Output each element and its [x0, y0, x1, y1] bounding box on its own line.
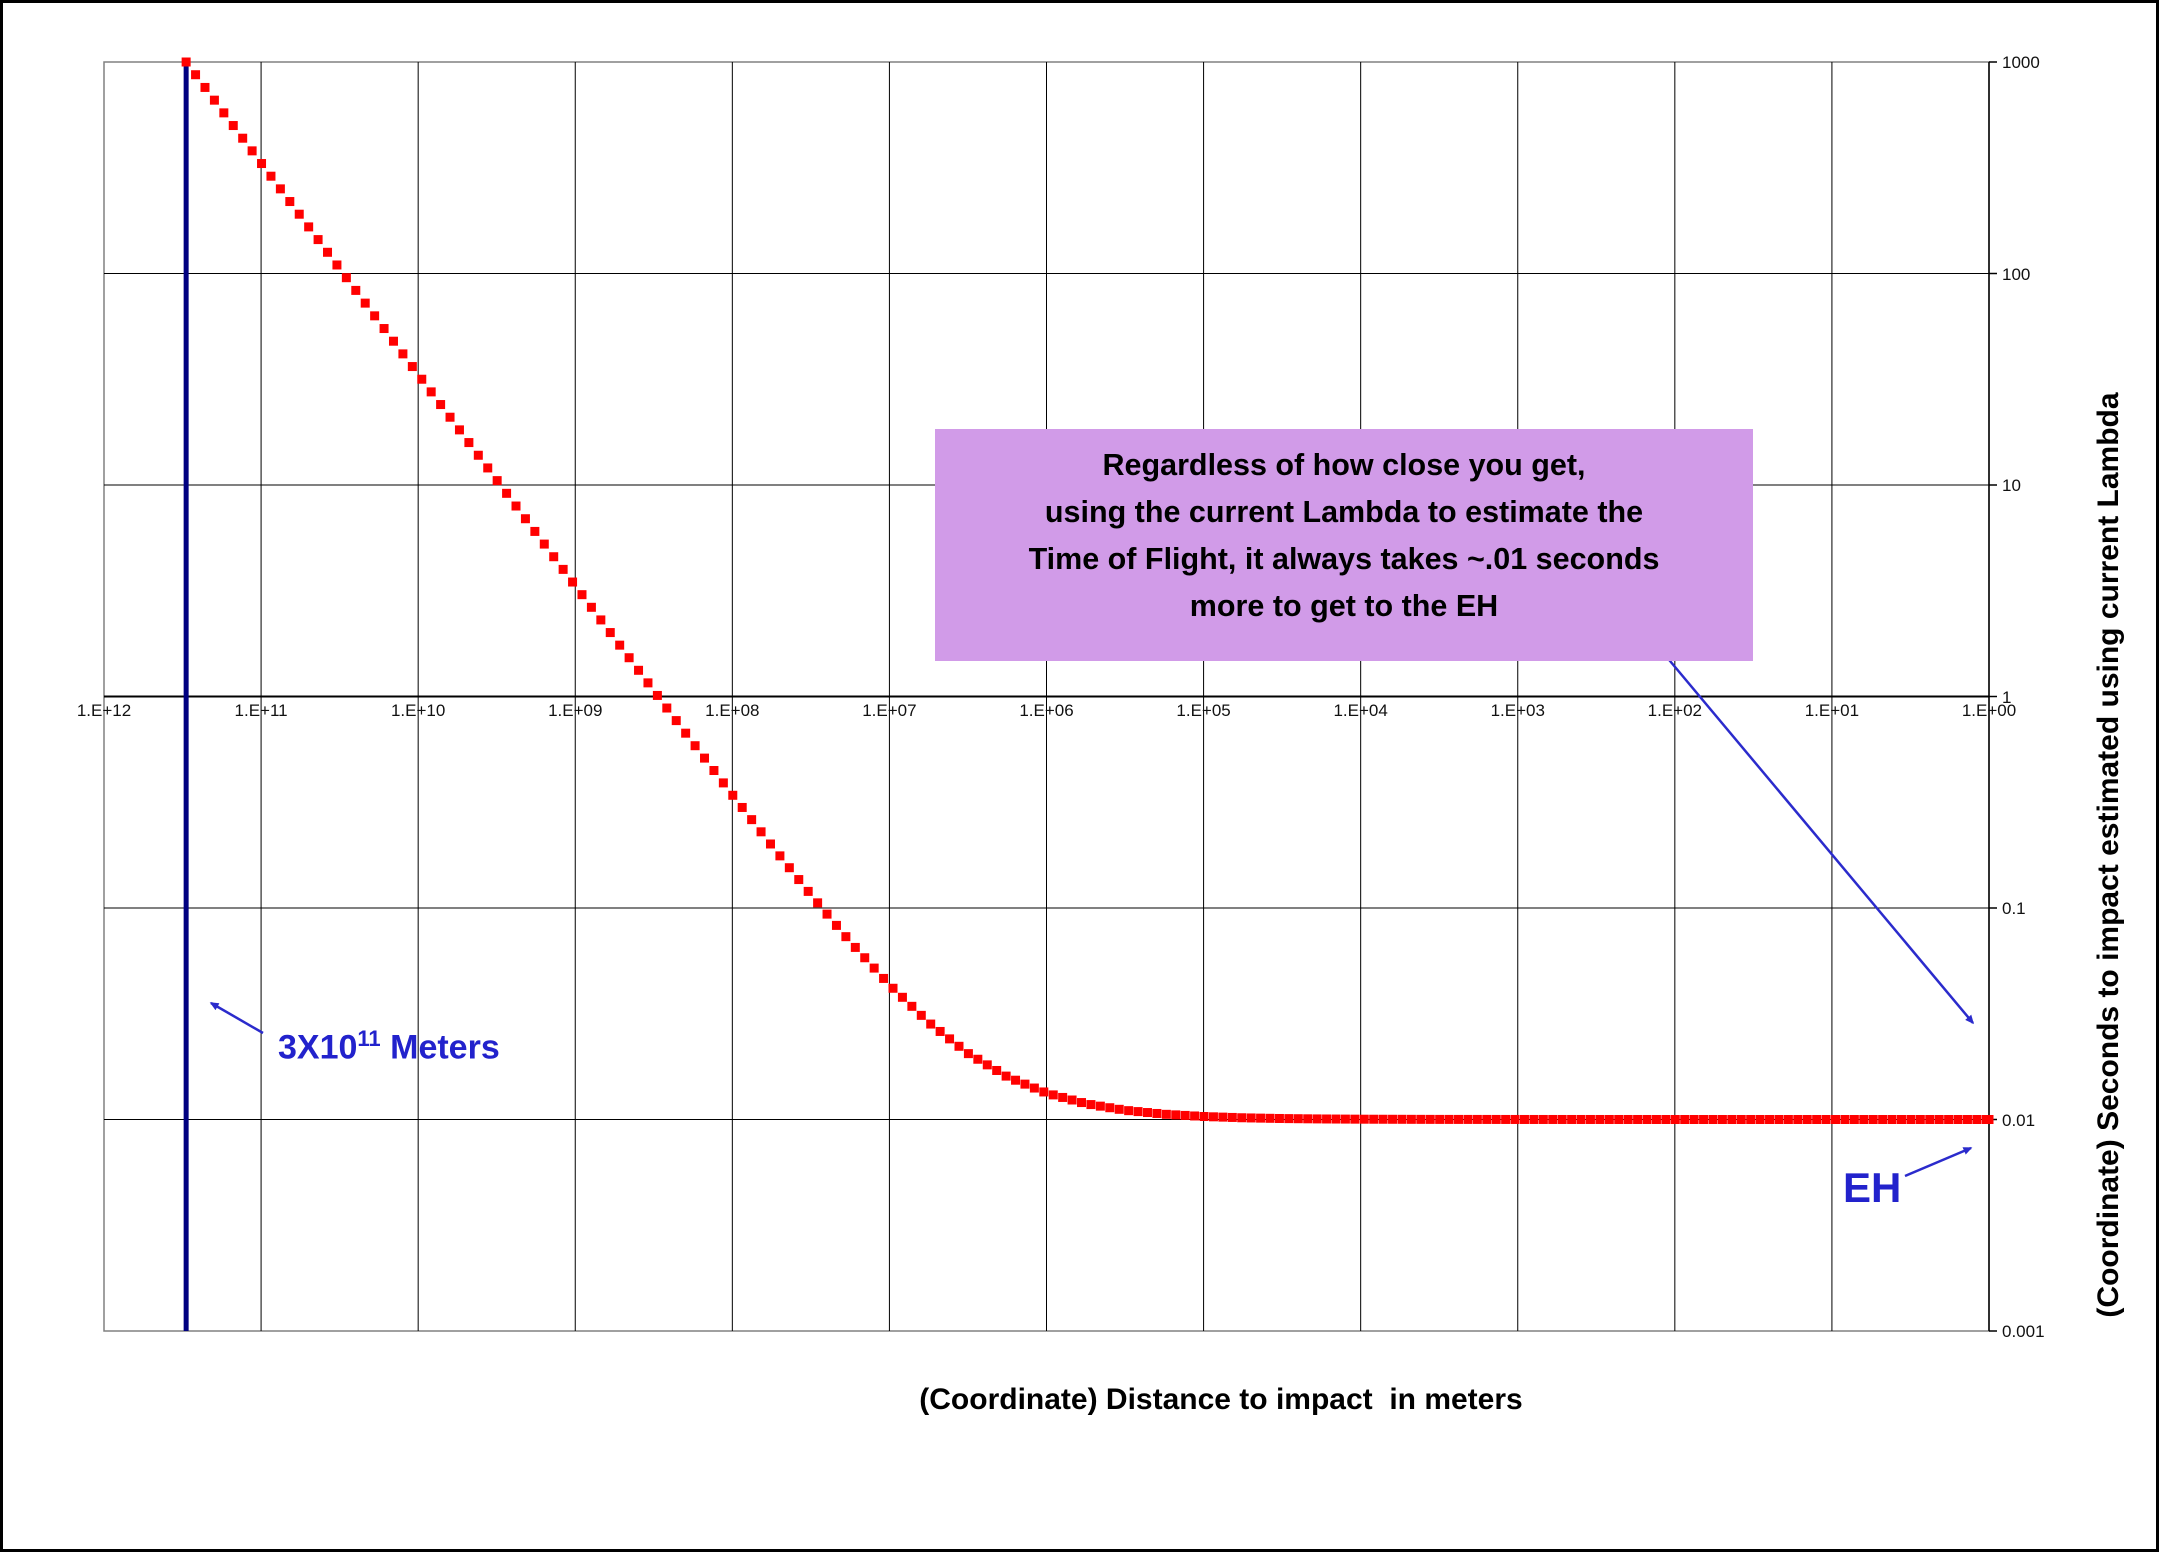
- annotation-line: using the current Lambda to estimate the: [1044, 495, 1644, 529]
- reference-distance-exponent: 11: [357, 1026, 381, 1051]
- y-tick-label: 100: [2002, 264, 2031, 284]
- y-axis-title: (Coordinate) Seconds to impact estimated…: [2092, 392, 2125, 1318]
- x-tick-label: 1.E+03: [1490, 701, 1545, 720]
- annotation-line: Time of Flight, it always takes ~.01 sec…: [1028, 542, 1660, 576]
- x-tick-label: 1.E+08: [705, 701, 760, 720]
- reference-distance-label: 3X1011 Meters: [278, 1026, 500, 1067]
- reference-distance-suffix: Meters: [380, 1028, 500, 1067]
- y-tick-label: 0.01: [2002, 1110, 2036, 1130]
- gridlines: [103, 61, 1997, 1332]
- x-tick-label: 1.E+06: [1019, 701, 1074, 720]
- y-tick-label: 0.1: [2002, 899, 2026, 918]
- annotation-arrows: [209, 648, 1974, 1178]
- y-tick-label: 1: [2002, 687, 2012, 707]
- event-horizon-label: EH: [1843, 1164, 1902, 1211]
- x-tick-label: 1.E+12: [76, 701, 132, 720]
- annotation-line: Regardless of how close you get,: [1102, 448, 1586, 482]
- x-tick-label: 1.E+05: [1176, 701, 1231, 720]
- x-tick-label: 1.E+02: [1647, 701, 1702, 720]
- x-axis-title: (Coordinate) Distance to impact in meter…: [919, 1383, 1523, 1416]
- x-tick-label: 1.E+00: [1961, 701, 2017, 720]
- y-tick-label: 0.001: [2002, 1322, 2045, 1341]
- y-tick-label: 1000: [2002, 53, 2040, 72]
- x-tick-label: 1.E+01: [1804, 701, 1860, 720]
- x-tick-label: 1.E+04: [1333, 701, 1388, 720]
- curve-series: [181, 57, 1994, 1124]
- eh-label-arrow: [1904, 1146, 1973, 1178]
- reference-distance-base: 3X10: [278, 1028, 358, 1067]
- annotation-line: more to get to the EH: [1189, 589, 1499, 623]
- x-tick-label: 1.E+10: [390, 701, 446, 720]
- box-to-axis-arrow: [1659, 648, 1974, 1025]
- x-tick-label: 1.E+11: [234, 701, 288, 720]
- y-tick-label: 10: [2002, 476, 2021, 495]
- x-tick-label: 1.E+09: [548, 701, 603, 720]
- x-tick-label: 1.E+07: [862, 701, 917, 720]
- annotation-box: Regardless of how close you get, using t…: [935, 429, 1753, 661]
- distance-label-arrow: [209, 1001, 264, 1035]
